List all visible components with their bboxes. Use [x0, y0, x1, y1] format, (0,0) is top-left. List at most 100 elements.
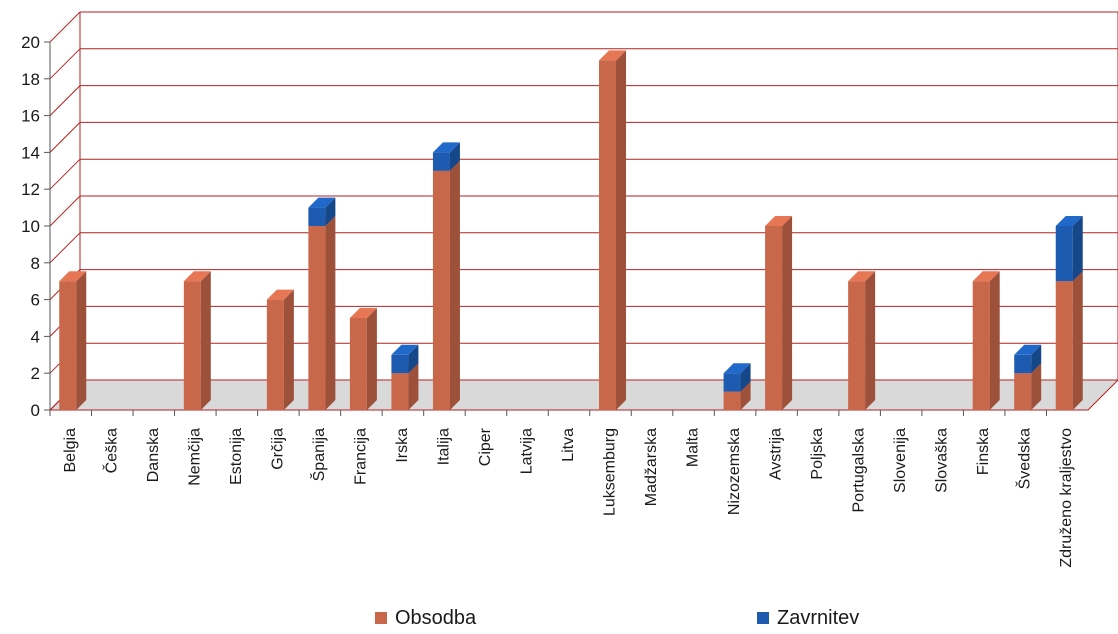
legend-label: Zavrnitev — [777, 607, 859, 629]
x-tick-label: Grčija — [269, 428, 286, 470]
bar-zavrnitev-top — [723, 363, 751, 374]
x-tick-label: Poljska — [809, 428, 826, 480]
x-tick-label: Avstrija — [768, 428, 785, 480]
bar-obsodba-top — [599, 50, 627, 61]
bars — [59, 50, 1083, 411]
bar-zavrnitev-side — [740, 363, 751, 392]
x-tick-label: Portugalska — [851, 428, 868, 513]
x-tick-label: Latvija — [518, 428, 535, 474]
bar-obsodba-front — [432, 170, 450, 410]
legend: Obsodba Zavrnitev — [375, 607, 859, 629]
y-tick-label: 16 — [21, 107, 40, 126]
y-tick-label: 2 — [31, 364, 40, 383]
x-tick-label: Združeno kraljestvo — [1058, 428, 1075, 568]
bar-obsodba-side — [283, 289, 294, 410]
bar-obsodba-front — [59, 281, 77, 410]
x-tick-label: Luksemburg — [602, 428, 619, 516]
bar-obsodba-side — [616, 50, 627, 411]
x-tick-label: Ciper — [477, 427, 494, 466]
bar-obsodba-front — [1055, 281, 1073, 410]
x-tick-label: Nizozemska — [726, 428, 743, 515]
gridline-side — [49, 158, 81, 190]
bar-obsodba-side — [989, 271, 1000, 410]
y-tick-label: 12 — [21, 180, 40, 199]
bar-obsodba-side — [200, 271, 211, 410]
bar-zavrnitev-top — [391, 344, 419, 355]
bar-obsodba-front — [848, 281, 866, 410]
bar-obsodba-side — [1031, 363, 1042, 410]
legend-swatch — [375, 612, 387, 624]
bar-13 — [599, 50, 627, 411]
bar-8 — [391, 344, 419, 410]
bar-obsodba-front — [972, 281, 990, 410]
bar-7 — [349, 308, 377, 410]
x-tick-label: Francija — [352, 428, 369, 485]
x-tick-label: Irska — [394, 428, 411, 463]
gridline-side — [49, 232, 81, 264]
x-tick-label: Madžarska — [643, 428, 660, 506]
bar-obsodba-top — [59, 271, 87, 282]
bar-obsodba-side — [76, 271, 87, 410]
bar-24 — [1055, 216, 1083, 410]
x-tick-label: Slovaška — [934, 428, 951, 493]
y-axis-ticks: 0 2 4 6 8 10 12 14 16 18 20 — [21, 33, 40, 420]
bar-23 — [1014, 344, 1042, 410]
bar-obsodba-top — [266, 289, 294, 300]
bar-19 — [848, 271, 876, 410]
x-tick-label: Italija — [435, 428, 452, 465]
bar-zavrnitev-side — [1031, 344, 1042, 374]
y-tick-label: 8 — [31, 254, 40, 273]
y-tick-label: 4 — [31, 327, 40, 346]
bar-obsodba-side — [865, 271, 876, 410]
bar-obsodba-side — [408, 363, 419, 410]
bar-zavrnitev-front — [432, 152, 450, 171]
bar-6 — [308, 197, 336, 410]
bar-obsodba-side — [740, 381, 751, 410]
bar-obsodba-top — [765, 216, 793, 226]
bar-zavrnitev-front — [723, 373, 741, 392]
bar-5 — [266, 289, 294, 410]
bar-zavrnitev-side — [325, 197, 336, 226]
legend-swatch — [757, 612, 769, 624]
x-tick-label: Estonija — [228, 428, 245, 485]
y-tick-label: 0 — [31, 401, 40, 420]
bar-zavrnitev-side — [408, 344, 419, 374]
gridline-side — [49, 85, 81, 116]
bar-22 — [972, 271, 1000, 410]
bar-obsodba-front — [599, 60, 617, 411]
bar-obsodba-front — [1014, 373, 1032, 410]
gridlines — [44, 11, 1118, 411]
bar-zavrnitev-side — [1072, 216, 1083, 282]
bar-obsodba-top — [848, 271, 876, 282]
bar-obsodba-front — [266, 299, 284, 410]
y-tick-label: 20 — [21, 33, 40, 52]
bar-zavrnitev-top — [1055, 216, 1083, 226]
gridline-side — [49, 195, 81, 227]
bar-zavrnitev-front — [1055, 226, 1073, 282]
x-tick-label: Češka — [101, 428, 120, 473]
y-tick-label: 18 — [21, 70, 40, 89]
bar-zavrnitev-top — [1014, 344, 1042, 355]
bar-zavrnitev-front — [308, 207, 326, 226]
gridline-side — [49, 11, 81, 43]
x-tick-label: Španija — [309, 428, 328, 481]
bar-obsodba-front — [723, 391, 741, 410]
bar-zavrnitev-top — [432, 142, 460, 153]
x-tick-label: Finska — [975, 428, 992, 475]
x-tick-label: Malta — [685, 428, 702, 467]
bar-obsodba-front — [391, 373, 409, 410]
y-tick-label: 6 — [31, 291, 40, 310]
bar-3 — [183, 271, 211, 410]
gridline-side — [49, 122, 81, 153]
x-tick-label: Litva — [560, 428, 577, 462]
x-tick-label: Danska — [145, 428, 162, 482]
bar-obsodba-side — [449, 160, 460, 410]
bar-obsodba-top — [349, 308, 377, 318]
legend-label: Obsodba — [395, 607, 477, 629]
bar-obsodba-side — [1072, 271, 1083, 410]
y-tick-label: 10 — [21, 217, 40, 236]
bar-9 — [432, 142, 460, 410]
x-tick-label: Belgia — [62, 428, 79, 473]
x-tick-label: Slovenija — [892, 428, 909, 493]
bar-obsodba-front — [349, 318, 367, 410]
